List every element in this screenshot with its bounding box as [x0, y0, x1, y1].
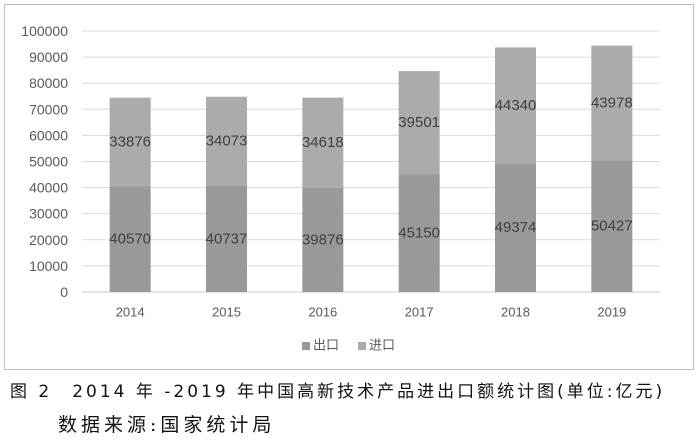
legend-swatch [302, 342, 310, 350]
data-label: 34073 [206, 133, 248, 150]
legend-label: 出口 [313, 339, 339, 354]
legend-label: 进口 [369, 339, 395, 354]
y-tick-label: 10000 [29, 258, 68, 274]
y-tick-label: 0 [60, 284, 68, 300]
bar-segment-series-0 [109, 186, 151, 292]
x-tick-label: 2018 [501, 305, 530, 320]
x-tick-label: 2015 [212, 305, 241, 320]
bar-segment-series-1 [302, 97, 344, 188]
y-tick-label: 90000 [29, 49, 68, 65]
bar-segment-series-1 [206, 96, 247, 186]
data-label: 33876 [109, 133, 151, 150]
bar-segment-series-1 [398, 71, 440, 175]
stacked-bar-chart: 0 10000 20000 30000 40000 50000 60000 70000 8000… [4, 4, 694, 370]
y-tick-label: 60000 [29, 127, 68, 143]
y-axis-ticks: 0 10000 20000 30000 40000 50000 60000 70000 8000… [21, 23, 68, 300]
data-label: 45150 [398, 225, 440, 242]
y-tick-label: 50000 [29, 154, 68, 170]
data-labels: 40570 33876 40737 34073 39876 34618 45150 39501… [109, 94, 632, 248]
x-tick-label: 2014 [116, 305, 145, 320]
bar-segment-series-1 [495, 47, 536, 164]
bar-segment-series-0 [495, 163, 536, 292]
y-tick-label: 40000 [29, 180, 68, 196]
y-tick-label: 30000 [29, 206, 68, 222]
legend-item: 出口 [302, 339, 339, 354]
y-tick-label: 100000 [21, 23, 68, 39]
data-label: 39501 [398, 114, 440, 131]
legend-item: 进口 [358, 339, 395, 354]
data-label: 43978 [591, 94, 633, 111]
legend-swatch [358, 342, 366, 350]
figure-caption: 图 2 2014 年 -2019 年中国高新技术产品进出口额统计图(单位:亿元) [10, 382, 666, 402]
data-label: 39876 [302, 231, 344, 248]
bar-segment-series-0 [302, 187, 344, 292]
bar-segment-series-0 [206, 185, 247, 292]
data-source-note: 数据来源:国家统计局 [58, 414, 276, 436]
bar-segment-series-0 [398, 174, 440, 292]
y-tick-label: 20000 [29, 232, 68, 248]
data-label: 49374 [495, 219, 537, 236]
x-tick-label: 2017 [405, 305, 434, 320]
data-label: 50427 [591, 218, 633, 235]
data-label: 40570 [109, 231, 151, 248]
bar-segment-series-1 [591, 45, 633, 161]
x-tick-label: 2016 [308, 305, 337, 320]
data-label: 40737 [206, 230, 248, 247]
data-label: 44340 [495, 97, 537, 114]
y-tick-label: 80000 [29, 75, 68, 91]
x-axis-ticks: 2014 2015 2016 2017 2018 2019 [116, 305, 627, 320]
chart-frame [4, 4, 694, 370]
bar-segment-series-0 [591, 160, 633, 292]
data-label: 34618 [302, 134, 344, 151]
bars [109, 45, 633, 292]
x-tick-label: 2019 [597, 305, 626, 320]
gridlines [82, 30, 660, 293]
legend: 出口 进口 [302, 339, 395, 354]
y-tick-label: 70000 [29, 101, 68, 117]
bar-segment-series-1 [109, 97, 151, 187]
